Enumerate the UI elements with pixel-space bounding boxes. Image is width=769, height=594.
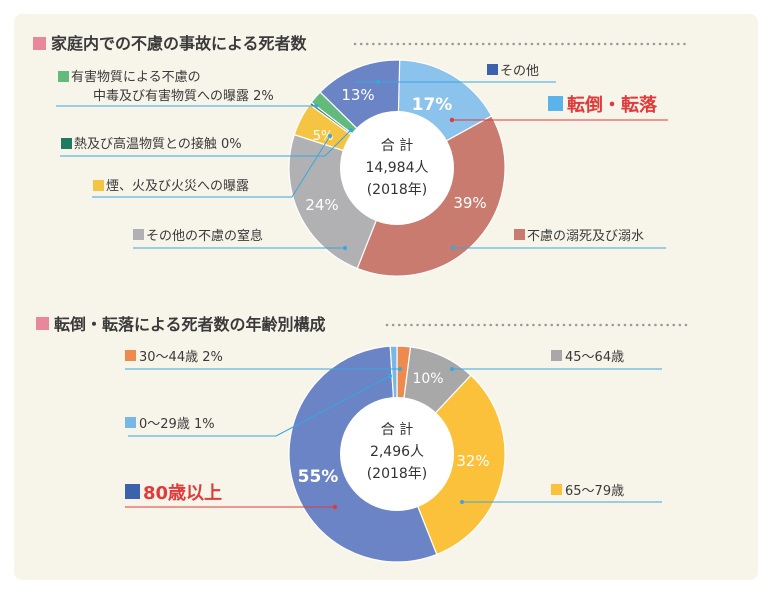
legend-square-age45 [551, 350, 562, 361]
pie1-label-falls: 13% [341, 86, 374, 104]
pie2-center-line1: 合 計 [381, 422, 413, 438]
chart2-title: 転倒・転落による死者数の年齢別構成 [54, 315, 326, 334]
legend-square-drowning [514, 229, 525, 240]
leader-fire-dot [328, 134, 332, 138]
pie1-center-line3: (2018年) [367, 182, 428, 198]
legend-square-fire [93, 180, 104, 191]
pie1-center [340, 111, 454, 225]
pie1-label-drowning: 39% [453, 194, 486, 212]
pie1-label-fire: 5% [313, 129, 334, 144]
pie2-center [340, 397, 454, 511]
pie1-center-line1: 合 計 [381, 138, 413, 154]
legend-square-other [487, 64, 498, 75]
legend-square-poison [58, 71, 69, 82]
pie1-label-suffocation: 24% [305, 196, 338, 214]
legend-square-age30 [125, 350, 136, 361]
legend-square-heat [61, 138, 72, 149]
annot-heat: 熱及び高温物質との接触 0% [74, 136, 242, 152]
leader-suffocation-dot [343, 246, 347, 250]
pie1-label-other: 17% [412, 95, 453, 115]
annot-age45: 45〜64歳 [565, 350, 624, 365]
title-square-2 [36, 317, 49, 330]
legend-square-suffocation [133, 229, 144, 240]
annot-poison-2: 中毒及び有害物質への曝露 2% [93, 88, 274, 104]
annot-suffocation: その他の不慮の窒息 [146, 228, 263, 244]
pie2-label-80: 55% [298, 467, 339, 487]
annot-age80: 80歳以上 [143, 483, 222, 504]
leader-drowning-dot [451, 246, 455, 250]
leader-age0-dot [388, 374, 392, 378]
leader-other-dot [376, 80, 380, 84]
leader-age0-diag [275, 375, 391, 437]
pie2-label-65: 32% [456, 452, 489, 470]
leader-age65-dot [460, 500, 464, 504]
annot-poison-1: 有害物質による不慮の [71, 69, 201, 85]
annot-fire: 煙、火及び火災への曝露 [106, 179, 249, 194]
leader-falls-dot [449, 117, 455, 123]
annot-falls: 転倒・転落 [567, 94, 658, 116]
leader-heat-dot [349, 128, 353, 132]
legend-square-falls [548, 96, 563, 111]
pie2-center-line3: (2018年) [367, 466, 428, 482]
pie2-leaders [125, 367, 662, 510]
legend-square-age0 [125, 417, 136, 428]
leader-heat-diag [324, 129, 352, 157]
leader-poison-dot [314, 104, 318, 108]
pie1-leaders [56, 80, 668, 250]
pie2-center-line2: 2,496人 [370, 444, 424, 460]
pie2-label-45: 10% [412, 371, 443, 387]
leader-age30-dot [398, 367, 402, 371]
leader-age45-dot [450, 367, 454, 371]
annot-drowning: 不慮の溺死及び溺水 [527, 229, 644, 244]
annot-other: その他 [500, 64, 539, 79]
leader-fire-diag [291, 135, 331, 198]
pie1-center-line2: 14,984人 [366, 160, 429, 176]
title-square-1 [33, 37, 46, 50]
legend-square-age80 [125, 484, 140, 499]
chart1-title: 家庭内での不慮の事故による死者数 [51, 34, 308, 53]
annot-age0: 0〜29歳 1% [139, 417, 215, 432]
leader-age80-dot [332, 504, 338, 510]
legend-square-age65 [551, 484, 562, 495]
annot-age65: 65〜79歳 [565, 484, 624, 499]
annot-age30: 30〜44歳 2% [139, 350, 223, 365]
